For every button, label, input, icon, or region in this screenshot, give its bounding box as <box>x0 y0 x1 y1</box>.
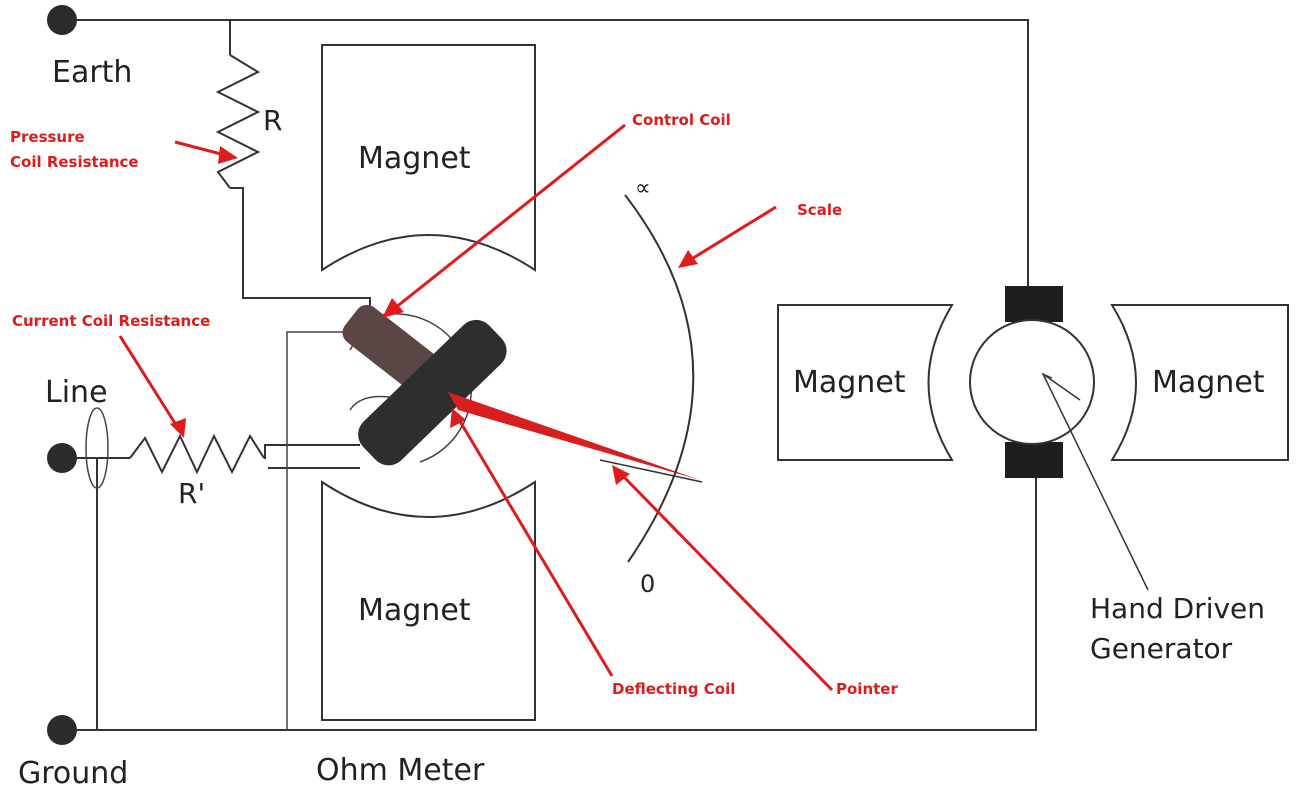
deflecting-coil <box>358 319 507 466</box>
hand-driven-generator <box>777 286 1289 591</box>
earth-label: Earth <box>52 55 132 90</box>
earth-terminal <box>47 5 77 35</box>
gen-magnet-right-label: Magnet <box>1152 365 1265 400</box>
scale-arc <box>624 194 695 563</box>
line-terminal <box>47 443 77 473</box>
ground-wire <box>62 475 1037 731</box>
ground-label: Ground <box>18 756 128 791</box>
generator-label: Generator <box>1090 632 1233 665</box>
deflecting-coil-label: Deflecting Coil <box>612 680 735 698</box>
earth-wire <box>62 19 1029 290</box>
scale-label: Scale <box>797 201 842 219</box>
annotation-arrows <box>118 123 834 692</box>
gen-brush-top <box>1005 286 1063 322</box>
coil-resistance-label: Coil Resistance <box>10 153 139 171</box>
infinity-mark: ∝ <box>635 176 651 201</box>
line-label: Line <box>45 375 108 410</box>
magnet-top-shape <box>321 44 536 272</box>
pressure-coil-lead <box>230 187 371 318</box>
magnet-bottom-label: Magnet <box>358 593 471 628</box>
r-label: R <box>263 104 282 137</box>
gen-magnet-left-label: Magnet <box>793 365 906 400</box>
annotations: Pressure Coil Resistance Control Coil Sc… <box>10 111 898 698</box>
pointer-needle <box>448 392 700 480</box>
line-guard-ring <box>85 407 109 489</box>
pressure-label: Pressure <box>10 128 85 146</box>
gen-brush-bottom <box>1005 442 1063 478</box>
zero-mark: 0 <box>640 570 655 598</box>
hand-driven-label: Hand Driven <box>1090 592 1265 625</box>
ground-terminal <box>47 715 77 745</box>
gen-magnet-right <box>1110 304 1289 461</box>
ohm-meter-label: Ohm Meter <box>316 753 485 788</box>
gen-armature <box>969 319 1095 445</box>
pointer-label: Pointer <box>836 680 898 698</box>
ohm-meter-frame <box>286 331 375 730</box>
control-coil-label: Control Coil <box>632 111 731 129</box>
r-prime-label: R' <box>178 477 205 510</box>
magnet-top-label: Magnet <box>358 141 471 176</box>
resistor-r <box>215 54 261 189</box>
current-coil-label: Current Coil Resistance <box>12 312 210 330</box>
magnet-bottom-shape <box>321 480 536 721</box>
gen-magnet-left <box>777 304 954 461</box>
resistor-r-prime <box>129 433 265 475</box>
